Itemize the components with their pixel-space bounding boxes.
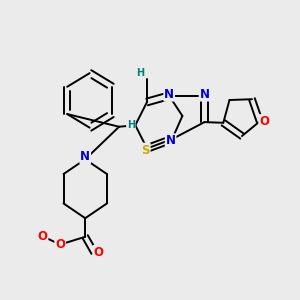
Text: S: S xyxy=(141,143,150,157)
Text: N: N xyxy=(80,150,90,163)
Text: H: H xyxy=(136,68,144,77)
Text: H: H xyxy=(127,120,135,130)
Text: O: O xyxy=(94,246,103,259)
Text: N: N xyxy=(166,134,176,147)
Text: O: O xyxy=(259,115,269,128)
Text: O: O xyxy=(55,238,65,251)
Text: O: O xyxy=(38,230,47,243)
Text: N: N xyxy=(200,88,209,101)
Text: N: N xyxy=(164,88,174,101)
